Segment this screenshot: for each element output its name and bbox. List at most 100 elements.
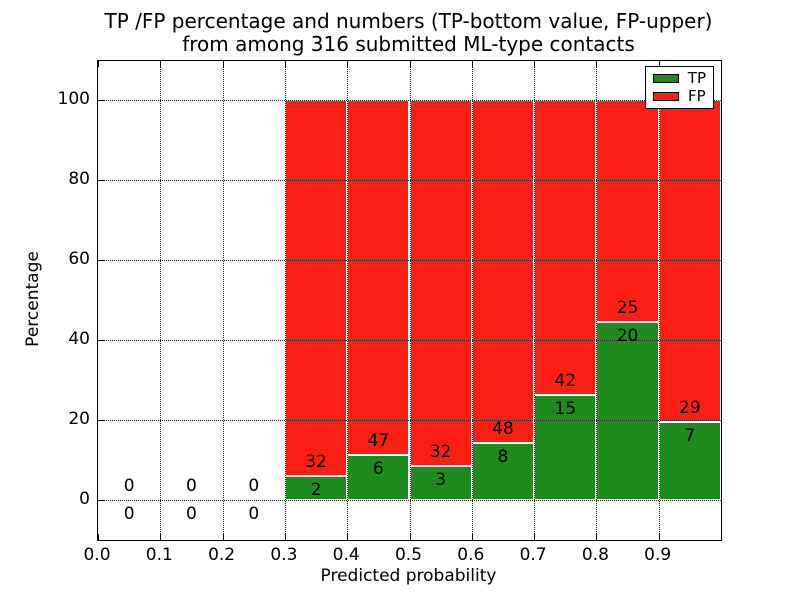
- x-tick-label: 0.5: [394, 545, 423, 565]
- y-tick-mark-left: [98, 260, 104, 261]
- x-tick-mark-top: [409, 61, 411, 67]
- annotation-fp-count: 29: [679, 398, 701, 419]
- y-tick-label: 0: [79, 489, 90, 509]
- annotation-tp-count: 6: [372, 458, 384, 479]
- v-gridline: [347, 61, 349, 540]
- y-tick-label: 20: [68, 409, 90, 429]
- x-tick-mark-bottom: [596, 534, 598, 540]
- bar-segment-fp: [596, 100, 659, 323]
- x-tick-label: 0.0: [83, 545, 111, 565]
- annotation-fp-count: 0: [123, 476, 135, 496]
- annotation-tp-count: 8: [497, 446, 509, 467]
- annotation-fp-count: 0: [248, 476, 260, 496]
- annotation-fp-count: 47: [367, 430, 390, 451]
- h-gridline: [98, 100, 721, 101]
- h-gridline: [98, 500, 721, 501]
- x-tick-label: 0.4: [332, 545, 360, 565]
- y-tick-label: 100: [57, 89, 90, 109]
- legend-label-tp: TP: [687, 69, 706, 88]
- bar-segment-fp: [409, 100, 472, 466]
- x-tick-mark-top: [160, 61, 162, 67]
- annotation-fp-count: 25: [616, 298, 639, 319]
- plot-area: 0 0 0 0 0 0 32 2 47 6 32 3 48 8 42 15 25 20 29 7: [97, 60, 722, 541]
- x-tick-mark-bottom: [534, 534, 536, 540]
- annotation-tp-count: 0: [123, 504, 135, 524]
- x-tick-mark-bottom: [347, 534, 349, 540]
- annotation-tp-count: 0: [248, 504, 260, 524]
- y-tick-label: 80: [68, 169, 90, 189]
- y-tick-mark-left: [98, 420, 104, 421]
- annotation-fp-count: 32: [305, 452, 327, 473]
- v-gridline: [409, 61, 411, 540]
- bar-segment-fp: [284, 100, 348, 477]
- y-tick-mark-left: [98, 500, 104, 501]
- x-tick-mark-bottom: [471, 534, 473, 540]
- fp-color-swatch: [653, 91, 679, 101]
- annotation-tp-count: 20: [616, 326, 639, 347]
- x-tick-mark-bottom: [409, 534, 411, 540]
- bar-segment-fp: [347, 100, 410, 455]
- x-tick-mark-top: [284, 61, 286, 67]
- x-tick-mark-top: [596, 61, 598, 67]
- legend-item-fp: FP: [653, 86, 706, 105]
- y-tick-label: 40: [68, 329, 90, 349]
- x-axis-label: Predicted probability: [320, 566, 497, 586]
- x-tick-mark-top: [658, 61, 660, 67]
- x-tick-mark-top: [222, 61, 224, 67]
- legend: TP FP: [645, 66, 714, 109]
- x-tick-label: 0.1: [145, 545, 173, 565]
- legend-item-tp: TP: [653, 71, 706, 86]
- x-tick-mark-bottom: [98, 534, 99, 540]
- h-gridline: [98, 180, 721, 181]
- annotation-tp-count: 3: [435, 469, 447, 490]
- annotation-fp-count: 0: [186, 476, 197, 496]
- x-tick-mark-bottom: [658, 534, 660, 540]
- x-tick-mark-top: [98, 61, 99, 67]
- annotation-tp-count: 7: [684, 426, 696, 447]
- bar-segment-tp: [409, 465, 472, 500]
- y-tick-mark-left: [98, 180, 104, 181]
- h-gridline: [98, 420, 721, 421]
- x-tick-label: 0.7: [519, 545, 547, 565]
- x-tick-label: 0.3: [270, 545, 298, 565]
- v-gridline: [596, 61, 598, 540]
- bar-segment-fp: [658, 100, 721, 423]
- x-tick-mark-bottom: [222, 534, 224, 540]
- chart-title-line1: TP /FP percentage and numbers (TP-bottom…: [104, 9, 713, 33]
- x-tick-label: 0.2: [208, 545, 236, 565]
- y-tick-label: 60: [68, 249, 90, 269]
- v-gridline: [471, 61, 473, 540]
- legend-label-fp: FP: [688, 86, 706, 105]
- tp-color-swatch: [653, 74, 679, 84]
- v-gridline: [658, 61, 660, 540]
- x-tick-mark-bottom: [160, 534, 162, 540]
- x-tick-mark-top: [347, 61, 349, 67]
- bar-segment-tp: [347, 454, 410, 500]
- annotation-fp-count: 42: [554, 370, 577, 391]
- v-gridline: [284, 61, 286, 540]
- v-gridline: [534, 61, 536, 540]
- y-tick-mark-left: [98, 340, 104, 341]
- x-tick-label: 0.9: [644, 545, 672, 565]
- bar-segment-tp: [596, 322, 659, 500]
- v-gridline: [160, 61, 162, 540]
- x-tick-mark-top: [471, 61, 473, 67]
- annotation-tp-count: 15: [554, 398, 577, 419]
- bar-segment-fp: [534, 100, 597, 395]
- bar-segment-fp: [471, 100, 535, 443]
- annotation-tp-count: 0: [186, 504, 197, 524]
- x-tick-mark-bottom: [284, 534, 286, 540]
- y-tick-mark-left: [98, 100, 104, 101]
- h-gridline: [98, 260, 721, 261]
- v-gridline: [222, 61, 224, 540]
- annotation-tp-count: 2: [310, 480, 322, 501]
- annotation-fp-count: 48: [492, 418, 514, 439]
- x-tick-label: 0.6: [457, 545, 485, 565]
- x-tick-label: 0.8: [581, 545, 609, 565]
- h-gridline: [98, 340, 721, 341]
- chart-title: TP /FP percentage and numbers (TP-bottom…: [97, 10, 720, 56]
- x-tick-mark-top: [534, 61, 536, 67]
- annotation-fp-count: 32: [429, 441, 452, 462]
- chart-title-line2: from among 316 submitted ML-type contact…: [182, 32, 635, 56]
